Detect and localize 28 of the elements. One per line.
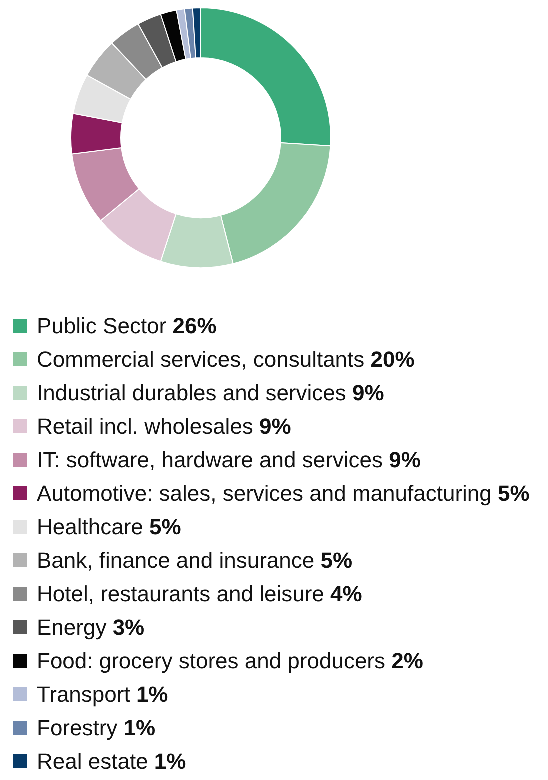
- legend-label: Real estate: [37, 749, 154, 774]
- legend-label: Retail incl. wholesales: [37, 414, 260, 439]
- legend-label: Hotel, restaurants and leisure: [37, 582, 330, 606]
- data-label: 1%: [124, 716, 156, 740]
- data-label: 26%: [172, 314, 217, 338]
- legend-label: Forestry: [37, 716, 124, 740]
- legend-label: Healthcare: [37, 514, 150, 540]
- legend-label: Commercial services, consultants: [37, 347, 371, 372]
- legend-label: Energy: [37, 615, 113, 640]
- data-label: 9%: [260, 414, 292, 439]
- data-label: 4%: [330, 582, 362, 606]
- legend-label: Food: grocery stores and producers: [37, 648, 392, 674]
- data-label: 9%: [389, 448, 421, 472]
- data-label: 3%: [112, 615, 145, 640]
- legend-label: Industrial durables and services: [37, 380, 352, 406]
- data-label: 5%: [498, 481, 530, 506]
- data-label: 5%: [150, 514, 182, 540]
- data-label: 20%: [370, 347, 415, 372]
- legend-label: Bank, finance and insurance: [37, 548, 321, 573]
- data-label: 9%: [352, 380, 384, 406]
- data-label: 1%: [136, 682, 168, 707]
- legend-label: Transport: [37, 682, 136, 707]
- legend-label: IT: software, hardware and services: [37, 448, 390, 472]
- data-label: 5%: [320, 548, 353, 573]
- data-label: 2%: [392, 648, 424, 674]
- data-label: 1%: [154, 749, 186, 774]
- legend-label: Public Sector: [37, 314, 173, 338]
- legend-label: Automotive: sales, services and manufacturing: [37, 481, 498, 506]
